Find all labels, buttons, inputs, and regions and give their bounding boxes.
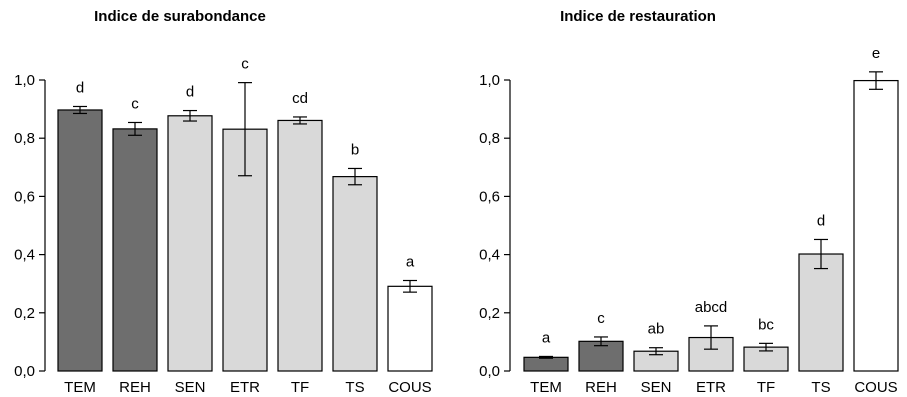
bar [277, 119, 323, 372]
significance-label: c [241, 56, 249, 73]
bar [523, 356, 569, 372]
x-tick-label: TEM [64, 379, 96, 396]
significance-label: bc [758, 316, 774, 333]
x-tick-label: TF [291, 379, 309, 396]
x-tick-label: REH [585, 379, 617, 396]
y-tick-label: 0,8 [479, 130, 500, 147]
chart-canvas: 0,0 0,2 0,4 0,6 0,8 1,0 a TEM c REH ab SEN abcd ETR bc… [479, 45, 899, 396]
chart-restauration: Indice de restauration 0,0 0,2 0,4 0,6 0,8 1,… [453, 0, 907, 397]
significance-label: abcd [695, 299, 728, 316]
x-tick-label: TF [757, 379, 775, 396]
significance-label: c [131, 95, 139, 112]
x-tick-label: TS [345, 379, 364, 396]
significance-label: d [76, 79, 84, 96]
chart-title: Indice de surabondance [94, 8, 266, 25]
bar [387, 285, 433, 372]
chart-surabondance: Indice de surabondance 0,0 0,2 0,4 0,6 0,8 1,… [0, 0, 453, 397]
x-tick-label: SEN [175, 379, 206, 396]
y-tick-label: 0,2 [479, 305, 500, 322]
x-tick-label: TS [811, 379, 830, 396]
significance-label: d [817, 212, 825, 229]
y-tick-label: 1,0 [479, 72, 500, 89]
y-tick-label: 0,8 [14, 130, 35, 147]
bar [853, 79, 899, 372]
y-tick-label: 0,0 [14, 363, 35, 380]
chart-title: Indice de restauration [560, 8, 716, 25]
y-tick-label: 0,6 [14, 188, 35, 205]
significance-label: b [351, 141, 359, 158]
significance-label: d [186, 84, 194, 101]
significance-label: e [872, 45, 880, 62]
y-tick-label: 1,0 [14, 72, 35, 89]
bar [332, 176, 378, 372]
significance-label: ab [648, 321, 665, 338]
y-tick-label: 0,0 [479, 363, 500, 380]
significance-label: cd [292, 90, 308, 107]
x-tick-label: SEN [641, 379, 672, 396]
significance-label: c [597, 310, 605, 327]
y-tick-label: 0,4 [14, 247, 35, 264]
x-tick-label: COUS [854, 379, 897, 396]
y-tick-label: 0,2 [14, 305, 35, 322]
bar [57, 109, 103, 372]
chart-canvas: 0,0 0,2 0,4 0,6 0,8 1,0 d TEM c REH d SEN c ETR cd TF b T… [14, 56, 433, 396]
x-tick-label: ETR [696, 379, 726, 396]
x-tick-label: COUS [388, 379, 431, 396]
x-tick-label: REH [119, 379, 151, 396]
bar [112, 128, 158, 372]
x-tick-label: TEM [530, 379, 562, 396]
y-tick-label: 0,4 [479, 247, 500, 264]
y-tick-label: 0,6 [479, 188, 500, 205]
significance-label: a [406, 253, 415, 270]
bar [798, 253, 844, 372]
significance-label: a [542, 329, 551, 346]
x-tick-label: ETR [230, 379, 260, 396]
bar [167, 115, 213, 372]
